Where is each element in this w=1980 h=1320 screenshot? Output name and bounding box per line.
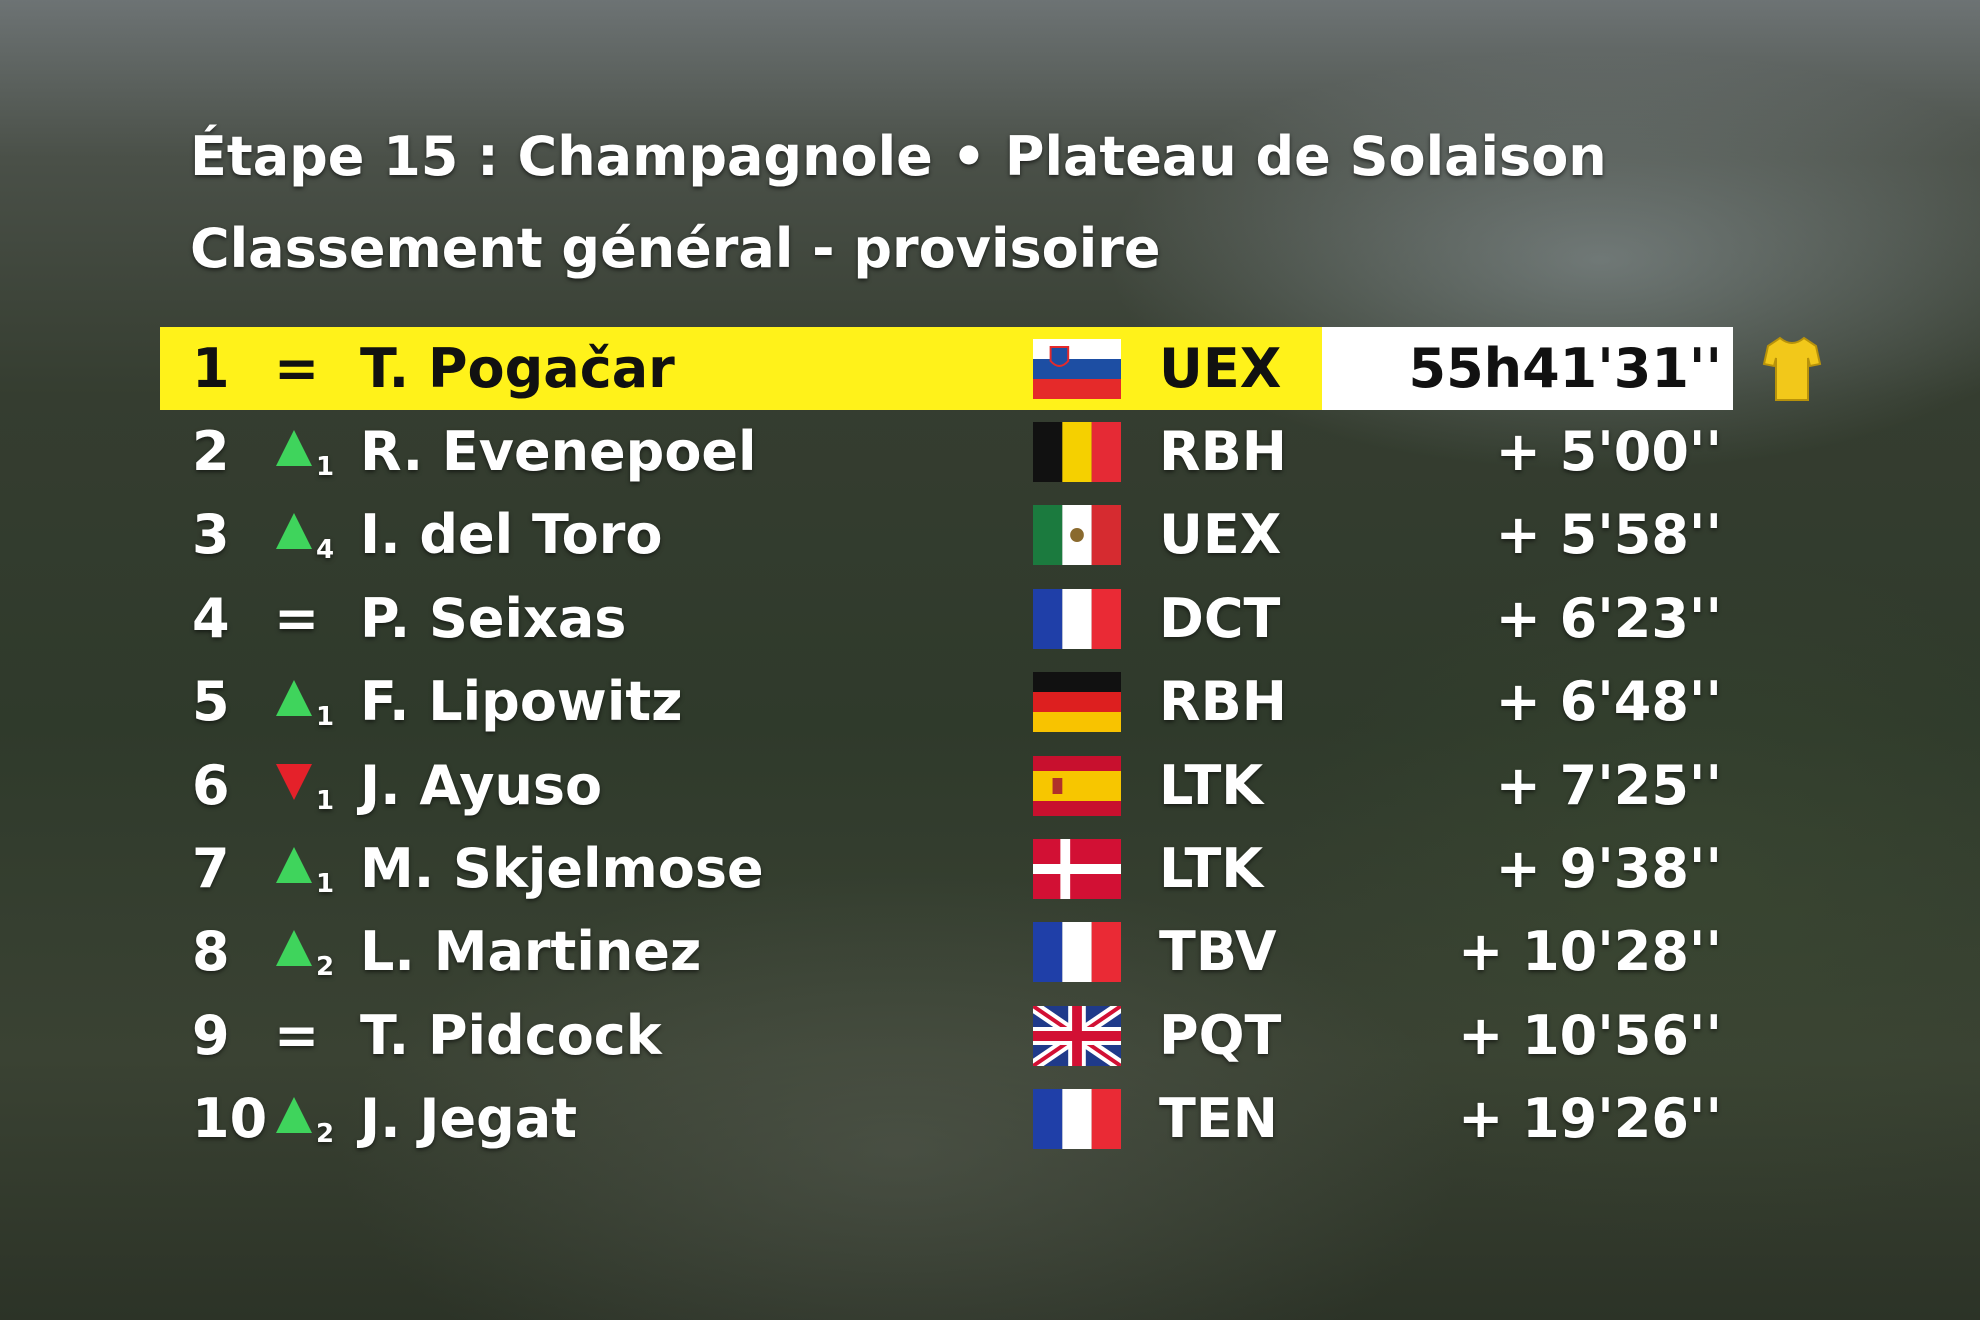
rank: 8 (192, 920, 230, 984)
rider-name: J. Ayuso (360, 753, 603, 817)
rank: 1 (192, 336, 230, 400)
country-flag (1033, 1005, 1121, 1066)
country-flag (1033, 421, 1121, 482)
position-change: = (274, 1003, 320, 1067)
rank: 5 (192, 670, 230, 734)
places-changed: 2 (316, 1119, 335, 1150)
up-arrow (276, 930, 312, 967)
rank: 10 (192, 1087, 268, 1151)
up-arrow (276, 680, 312, 717)
rank: 6 (192, 753, 230, 817)
rank: 9 (192, 1003, 230, 1067)
places-changed: 1 (316, 868, 335, 899)
places-changed: 4 (316, 535, 335, 566)
team-code: RBH (1159, 670, 1287, 734)
team-code: RBH (1159, 419, 1287, 483)
position-change: = (274, 586, 320, 650)
time: + 5'58'' (1495, 503, 1722, 567)
rider-name: R. Evenepoel (360, 419, 757, 483)
country-flag (1033, 922, 1121, 983)
up-arrow (276, 846, 312, 883)
country-flag (1033, 505, 1121, 566)
title: Étape 15 : Champagnole • Plateau de Sola… (190, 125, 1607, 188)
rider-name: J. Jegat (360, 1087, 578, 1151)
team-code: PQT (1159, 1003, 1282, 1067)
places-changed: 2 (316, 952, 335, 983)
time: + 5'00'' (1495, 419, 1722, 483)
up-arrow (276, 1097, 312, 1134)
leader-time-box (1322, 327, 1733, 410)
rank: 2 (192, 419, 230, 483)
places-changed: 1 (316, 785, 335, 816)
subtitle: Classement général - provisoire (190, 217, 1161, 280)
rider-name: F. Lipowitz (360, 670, 683, 734)
leader-bar (160, 327, 1322, 410)
team-code: TBV (1159, 920, 1277, 984)
country-flag (1033, 338, 1121, 399)
time: + 7'25'' (1495, 753, 1722, 817)
time: + 10'28'' (1458, 920, 1722, 984)
places-changed: 1 (316, 702, 335, 733)
team-code: LTK (1159, 753, 1264, 817)
rider-name: L. Martinez (360, 920, 702, 984)
team-code: DCT (1159, 586, 1281, 650)
team-code: LTK (1159, 836, 1264, 900)
rider-name: M. Skjelmose (360, 836, 764, 900)
country-flag (1033, 755, 1121, 816)
team-code: UEX (1159, 503, 1282, 567)
up-arrow (276, 513, 312, 550)
team-code: TEN (1159, 1087, 1278, 1151)
yellow-jersey-icon (1762, 336, 1822, 401)
rider-name: I. del Toro (360, 503, 663, 567)
country-flag (1033, 672, 1121, 733)
time: + 6'23'' (1495, 586, 1722, 650)
rider-name: T. Pidcock (360, 1003, 662, 1067)
rider-name: T. Pogačar (360, 336, 675, 400)
country-flag (1033, 1089, 1121, 1150)
places-changed: 1 (316, 451, 335, 482)
down-arrow (276, 763, 312, 800)
time: + 10'56'' (1458, 1003, 1722, 1067)
rank: 7 (192, 836, 230, 900)
up-arrow (276, 429, 312, 466)
rank: 4 (192, 586, 230, 650)
time: + 9'38'' (1495, 836, 1722, 900)
time: 55h41'31'' (1408, 336, 1722, 400)
rank: 3 (192, 503, 230, 567)
team-code: UEX (1159, 336, 1282, 400)
country-flag (1033, 838, 1121, 899)
rider-name: P. Seixas (360, 586, 627, 650)
country-flag (1033, 588, 1121, 649)
time: + 19'26'' (1458, 1087, 1722, 1151)
position-change: = (274, 336, 320, 400)
time: + 6'48'' (1495, 670, 1722, 734)
